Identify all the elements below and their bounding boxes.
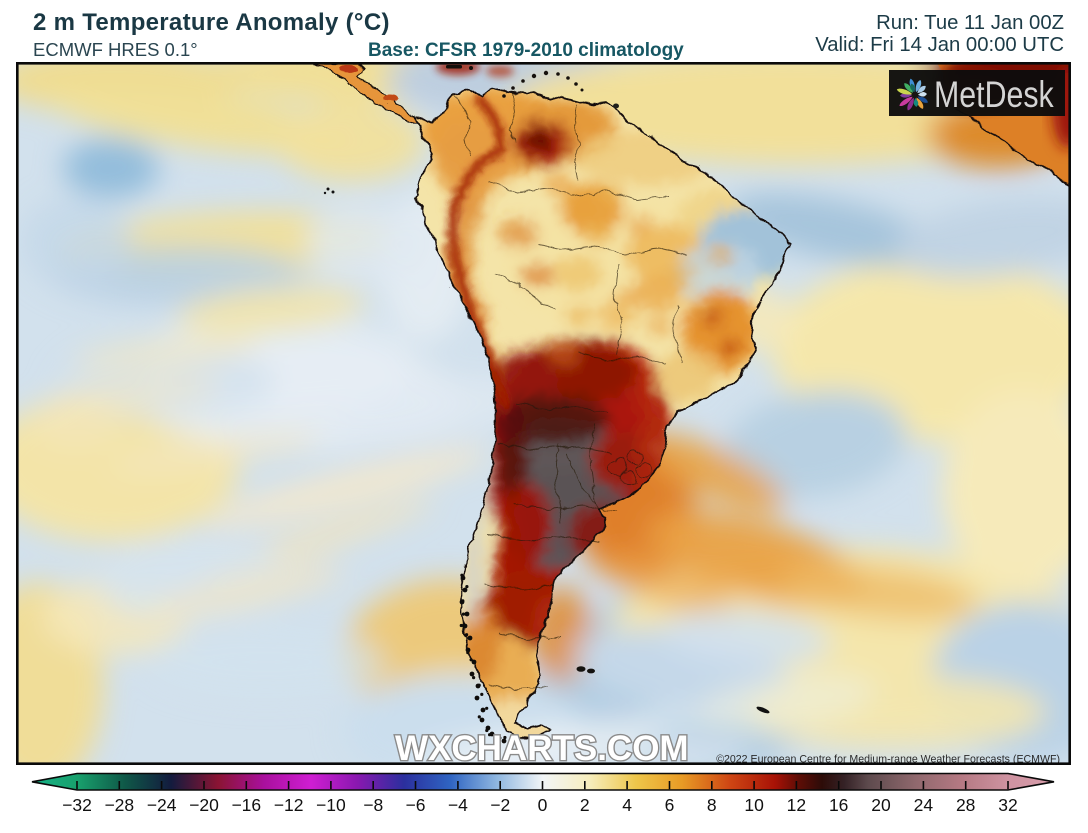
svg-text:−8: −8 (363, 795, 383, 815)
svg-text:8: 8 (707, 795, 717, 815)
svg-text:10: 10 (744, 795, 764, 815)
svg-text:16: 16 (829, 795, 848, 815)
svg-text:32: 32 (998, 795, 1017, 815)
svg-text:−20: −20 (189, 795, 219, 815)
svg-text:WXCHARTS.COM: WXCHARTS.COM (395, 729, 689, 765)
svg-text:4: 4 (622, 795, 632, 815)
svg-text:−28: −28 (104, 795, 134, 815)
svg-text:−24: −24 (147, 795, 177, 815)
svg-text:−4: −4 (448, 795, 468, 815)
svg-text:−10: −10 (316, 795, 346, 815)
svg-text:−6: −6 (406, 795, 426, 815)
svg-text:20: 20 (871, 795, 891, 815)
svg-text:−2: −2 (490, 795, 510, 815)
svg-text:−32: −32 (62, 795, 92, 815)
svg-text:−12: −12 (274, 795, 304, 815)
svg-text:2: 2 (580, 795, 590, 815)
svg-text:MetDesk: MetDesk (934, 74, 1054, 116)
svg-text:−16: −16 (231, 795, 261, 815)
svg-text:24: 24 (914, 795, 934, 815)
svg-text:12: 12 (787, 795, 806, 815)
svg-text:28: 28 (956, 795, 975, 815)
svg-text:0: 0 (538, 795, 548, 815)
svg-text:6: 6 (665, 795, 675, 815)
